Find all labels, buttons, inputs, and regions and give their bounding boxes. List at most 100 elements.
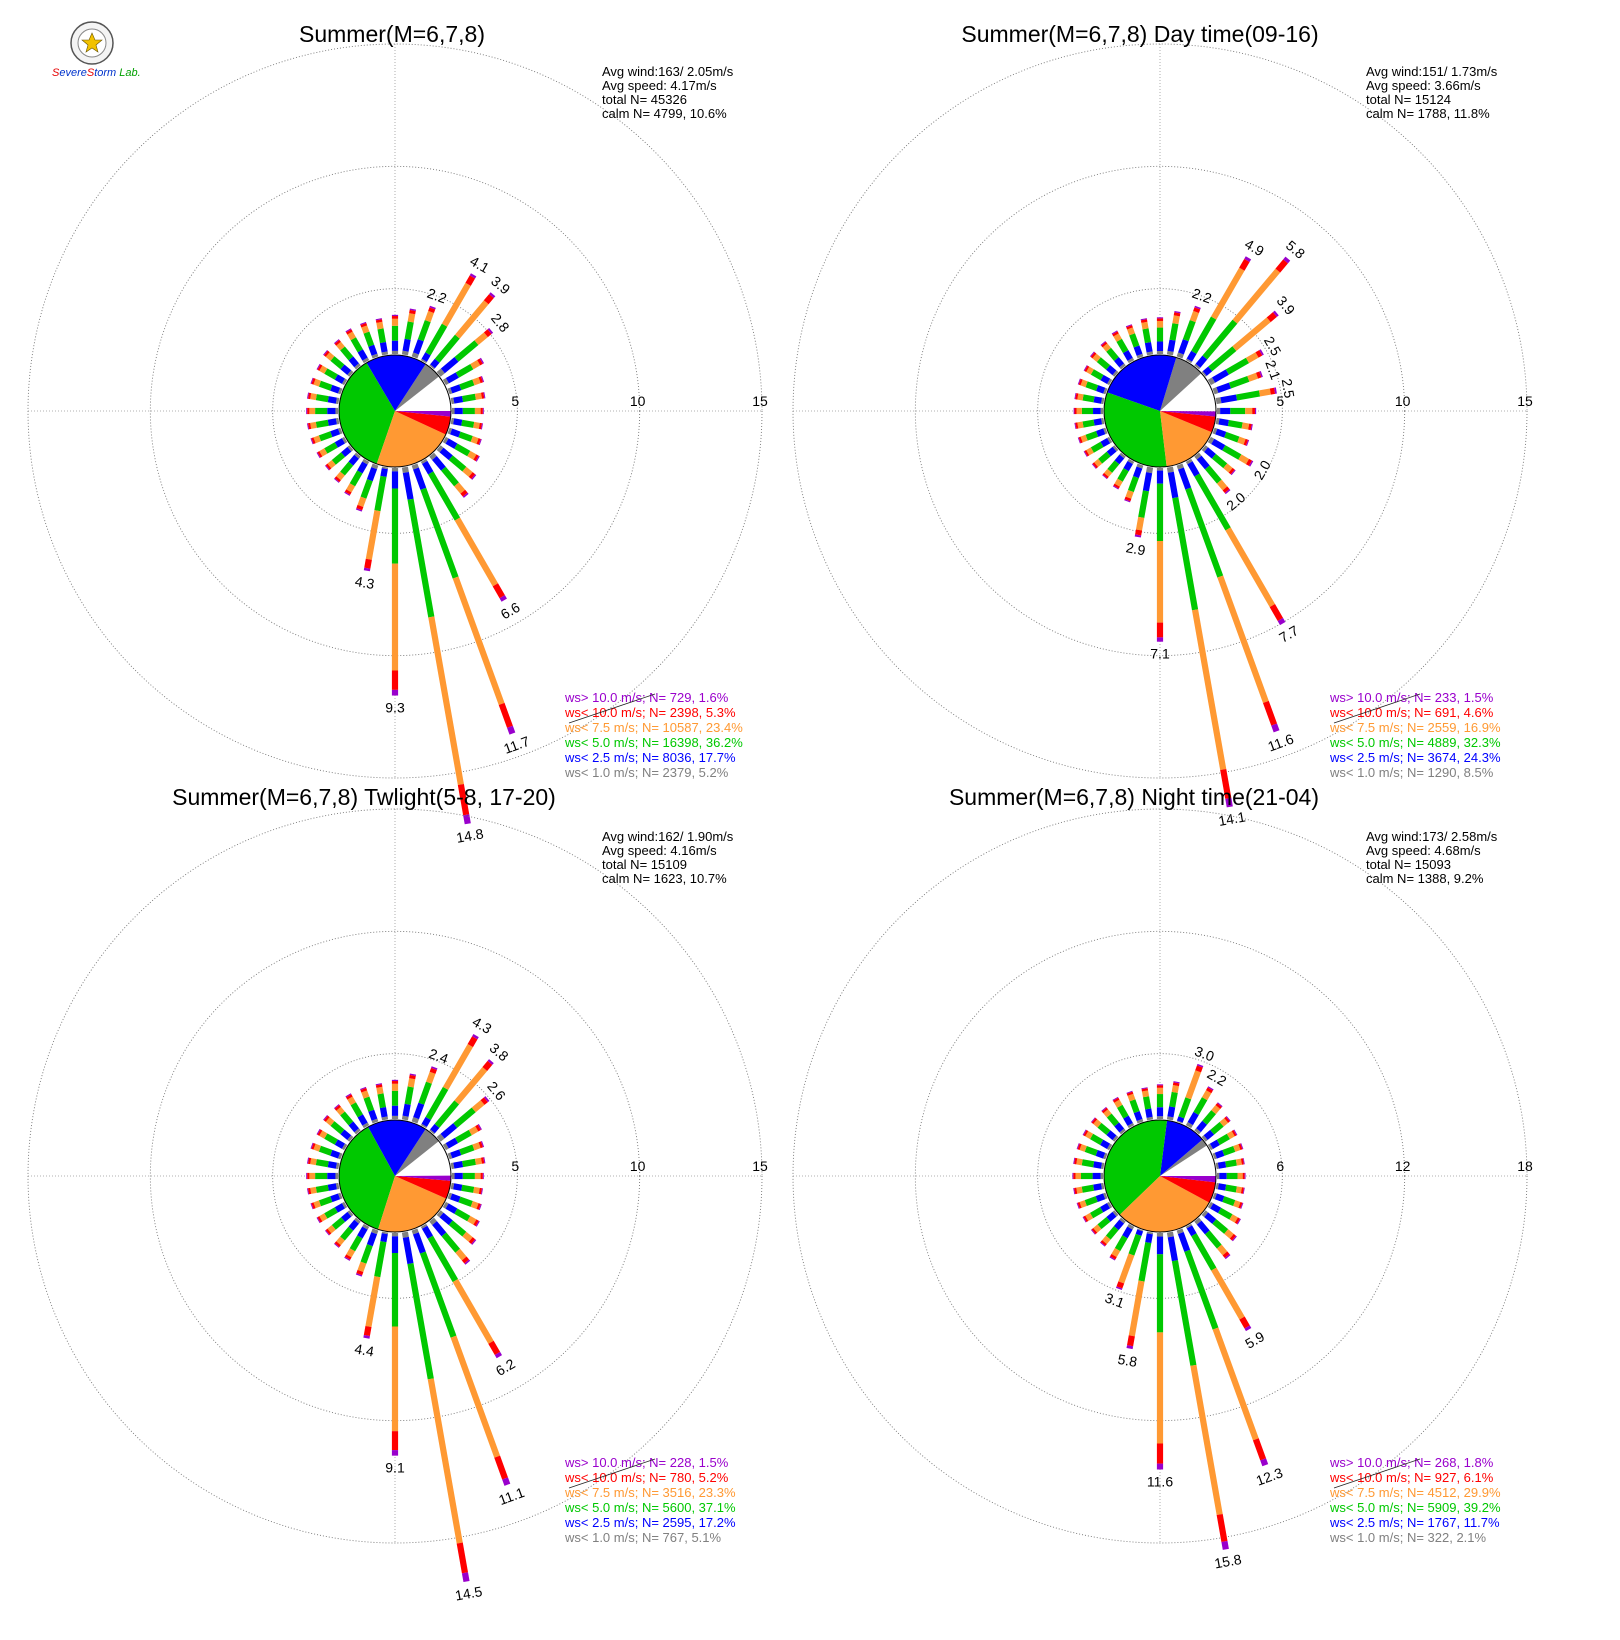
direction-bar-segment bbox=[1082, 419, 1095, 428]
ring-gridline bbox=[914, 165, 1406, 657]
pie-slice-lt10 bbox=[1160, 1176, 1216, 1203]
direction-bar-segment bbox=[1194, 1128, 1201, 1135]
direction-bar-segment bbox=[429, 1129, 435, 1135]
direction-bar-segment bbox=[365, 510, 381, 560]
direction-bar-segment bbox=[454, 1066, 488, 1105]
pie-slice-lt7_5 bbox=[1119, 1176, 1210, 1232]
direction-bar-segment bbox=[436, 1133, 445, 1142]
direction-bar-segment bbox=[1091, 463, 1097, 469]
direction-bar-segment bbox=[1114, 478, 1123, 487]
direction-bar-segment bbox=[1119, 1128, 1126, 1135]
direction-bar-segment bbox=[462, 1231, 473, 1242]
direction-bar-segment bbox=[1222, 1251, 1230, 1259]
direction-bar-segment bbox=[429, 452, 437, 460]
logo-star bbox=[81, 32, 103, 53]
bar-value-label: 14.8 bbox=[455, 825, 485, 846]
direction-bar-segment bbox=[472, 1033, 479, 1040]
direction-bar-segment bbox=[462, 393, 476, 403]
direction-bar-segment bbox=[1187, 1111, 1199, 1126]
pie-slice-lt7_5 bbox=[378, 1176, 447, 1232]
direction-bar-segment bbox=[1166, 1116, 1174, 1121]
direction-bar-segment bbox=[311, 1143, 316, 1150]
direction-bar-segment bbox=[1215, 417, 1220, 425]
direction-bar-segment bbox=[461, 1256, 470, 1264]
direction-bar-segment bbox=[457, 783, 470, 816]
direction-bar-segment bbox=[1167, 1236, 1178, 1262]
direction-bar-segment bbox=[346, 1094, 353, 1100]
direction-bar-segment bbox=[402, 338, 411, 352]
direction-bar-segment bbox=[1117, 468, 1129, 482]
direction-bar-segment bbox=[1090, 352, 1097, 359]
direction-bar-segment bbox=[1207, 1143, 1214, 1151]
direction-bar-segment bbox=[334, 438, 345, 448]
direction-bar-segment bbox=[1203, 1129, 1215, 1141]
direction-bar-segment bbox=[357, 496, 367, 508]
direction-bar-segment bbox=[310, 393, 317, 401]
direction-bar-segment bbox=[411, 352, 419, 359]
direction-bar-segment bbox=[1193, 307, 1201, 313]
direction-bar-segment bbox=[1166, 350, 1174, 356]
direction-bar-segment bbox=[1112, 1097, 1120, 1103]
direction-bar-segment bbox=[1141, 321, 1149, 330]
direction-bar-segment bbox=[380, 1233, 388, 1243]
direction-bar-segment bbox=[1233, 1144, 1241, 1152]
direction-bar-segment bbox=[1102, 1235, 1111, 1245]
direction-bar-segment bbox=[483, 1096, 490, 1103]
pie-outline bbox=[1103, 1119, 1217, 1233]
direction-bar-segment bbox=[324, 368, 338, 380]
bar-value-label: 2.5 bbox=[1261, 333, 1285, 358]
direction-bar-segment bbox=[1085, 381, 1099, 392]
direction-bar-segment bbox=[432, 1221, 447, 1237]
direction-bar-segment bbox=[441, 466, 459, 487]
direction-bar-segment bbox=[363, 1325, 372, 1337]
bar-value-label: 14.5 bbox=[454, 1583, 484, 1604]
direction-bar-segment bbox=[1105, 1226, 1119, 1240]
direction-bar-segment bbox=[347, 370, 354, 377]
pie-slice-gt10 bbox=[395, 411, 451, 417]
direction-bar-segment bbox=[447, 387, 453, 395]
direction-bar-segment bbox=[450, 428, 461, 438]
direction-bar-segment bbox=[330, 428, 341, 438]
direction-bar-segment bbox=[404, 321, 414, 340]
direction-bar-segment bbox=[374, 1241, 387, 1278]
direction-bar-segment bbox=[1090, 1207, 1104, 1219]
direction-bar-segment bbox=[470, 436, 479, 444]
direction-bar-segment bbox=[407, 1078, 416, 1088]
direction-bar-segment bbox=[1194, 473, 1231, 531]
direction-bar-segment bbox=[419, 1251, 457, 1338]
stat-line: Avg wind:163/ 2.05m/s bbox=[602, 64, 734, 79]
direction-bar-segment bbox=[1124, 496, 1132, 502]
direction-bar-segment bbox=[368, 1109, 378, 1121]
direction-bar-segment bbox=[1209, 1139, 1220, 1149]
stat-line: Avg wind:151/ 1.73m/s bbox=[1366, 64, 1498, 79]
direction-bar-segment bbox=[376, 1086, 384, 1095]
direction-bar-segment bbox=[1093, 396, 1103, 404]
direction-bar-segment bbox=[327, 1161, 337, 1169]
ring-label: 10 bbox=[630, 393, 646, 409]
direction-bar-segment bbox=[1217, 575, 1269, 703]
direction-bar-segment bbox=[1106, 1113, 1120, 1127]
direction-bar-segment bbox=[317, 364, 323, 371]
direction-bar-segment bbox=[1129, 333, 1140, 348]
direction-bar-segment bbox=[1259, 371, 1263, 378]
direction-bar-segment bbox=[1222, 1196, 1236, 1206]
direction-bar-segment bbox=[1229, 1233, 1236, 1241]
bar-value-label: 7.7 bbox=[1276, 622, 1301, 646]
direction-bar-segment bbox=[325, 463, 332, 470]
direction-bar-segment bbox=[340, 1111, 354, 1126]
direction-bar-segment bbox=[360, 479, 373, 499]
pie-slice-gt10 bbox=[1160, 411, 1216, 417]
direction-bar-segment bbox=[458, 1196, 473, 1207]
direction-bar-segment bbox=[425, 323, 448, 356]
bar-value-label: 9.1 bbox=[385, 1460, 405, 1476]
direction-bar-segment bbox=[445, 372, 459, 384]
direction-bar-segment bbox=[1224, 489, 1231, 495]
direction-bar-segment bbox=[402, 1236, 414, 1265]
direction-bar-segment bbox=[1190, 1364, 1223, 1516]
direction-bar-segment bbox=[1093, 1224, 1102, 1233]
direction-bar-segment bbox=[474, 332, 488, 346]
direction-bar-segment bbox=[331, 1217, 346, 1230]
direction-bar-segment bbox=[1106, 1130, 1117, 1141]
legend-entry: ws< 1.0 m/s; N= 322, 2.1% bbox=[1329, 1530, 1487, 1545]
legend-entry: ws< 10.0 m/s; N= 2398, 5.3% bbox=[564, 705, 736, 720]
